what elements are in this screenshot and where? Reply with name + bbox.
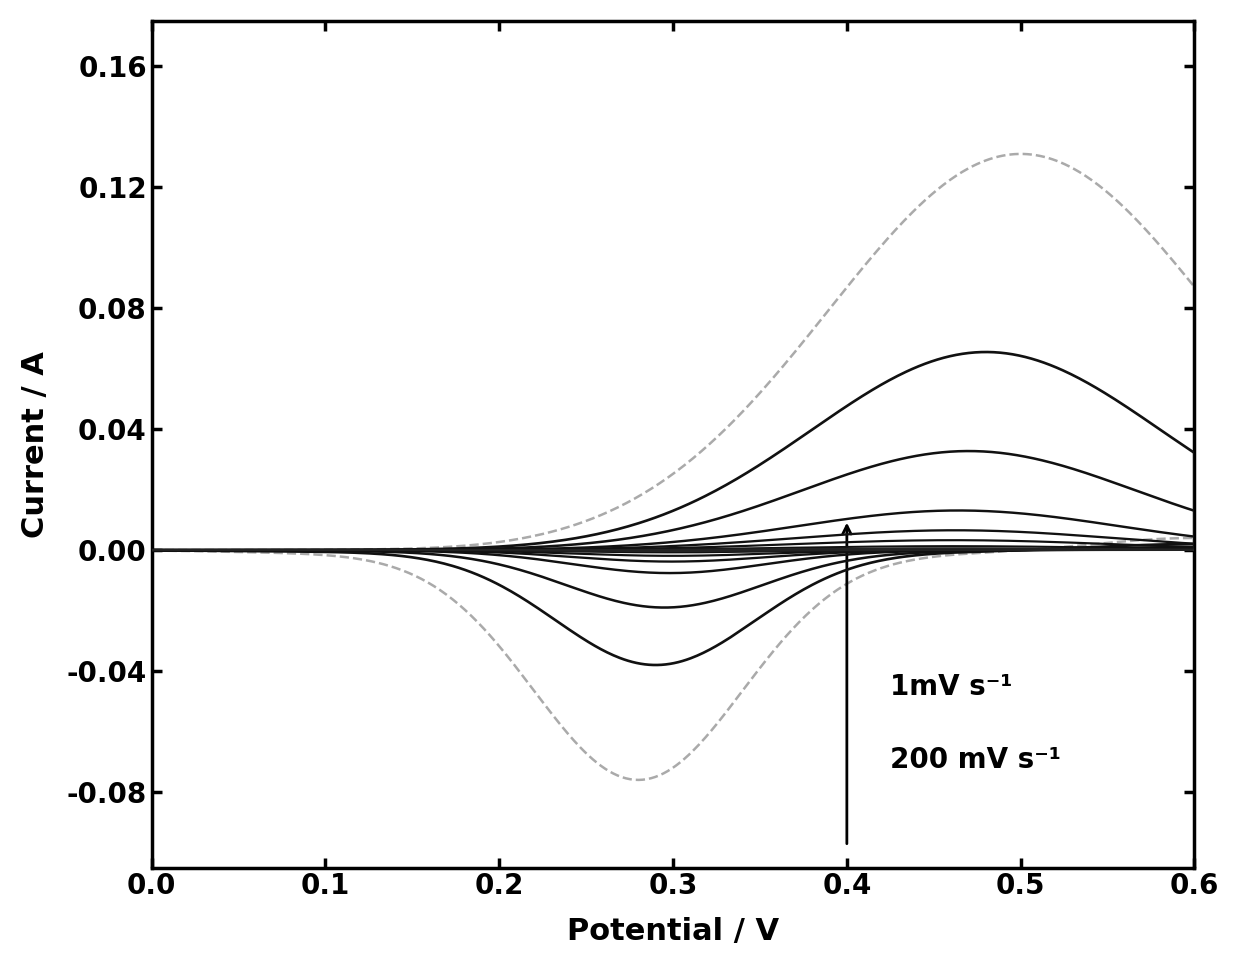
Text: 1mV s⁻¹: 1mV s⁻¹: [890, 673, 1013, 701]
Text: 200 mV s⁻¹: 200 mV s⁻¹: [890, 746, 1061, 774]
X-axis label: Potential / V: Potential / V: [567, 917, 779, 946]
Y-axis label: Current / A: Current / A: [21, 351, 50, 538]
